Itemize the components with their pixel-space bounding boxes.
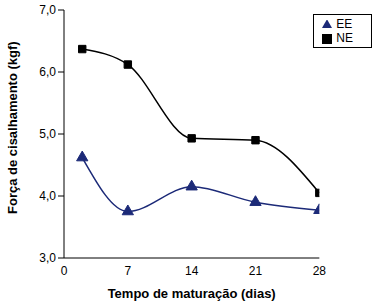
svg-text:Tempo de maturação (dias): Tempo de maturação (dias) — [108, 286, 276, 301]
svg-text:21: 21 — [249, 264, 263, 278]
svg-text:3,0: 3,0 — [39, 251, 56, 265]
html-text:NE: NE — [336, 31, 353, 45]
html-text:EE: EE — [336, 17, 353, 31]
svg-text:14: 14 — [185, 264, 199, 278]
svg-text:7: 7 — [124, 264, 131, 278]
svg-text:4,0: 4,0 — [39, 189, 56, 203]
svg-text:6,0: 6,0 — [39, 65, 56, 79]
svg-text:7,0: 7,0 — [39, 3, 56, 17]
svg-text:Força de cisalhamento (kgf): Força de cisalhamento (kgf) — [8, 41, 20, 214]
svg-text:5,0: 5,0 — [39, 127, 56, 141]
svg-text:0: 0 — [61, 264, 68, 278]
svg-text:28: 28 — [313, 264, 327, 278]
